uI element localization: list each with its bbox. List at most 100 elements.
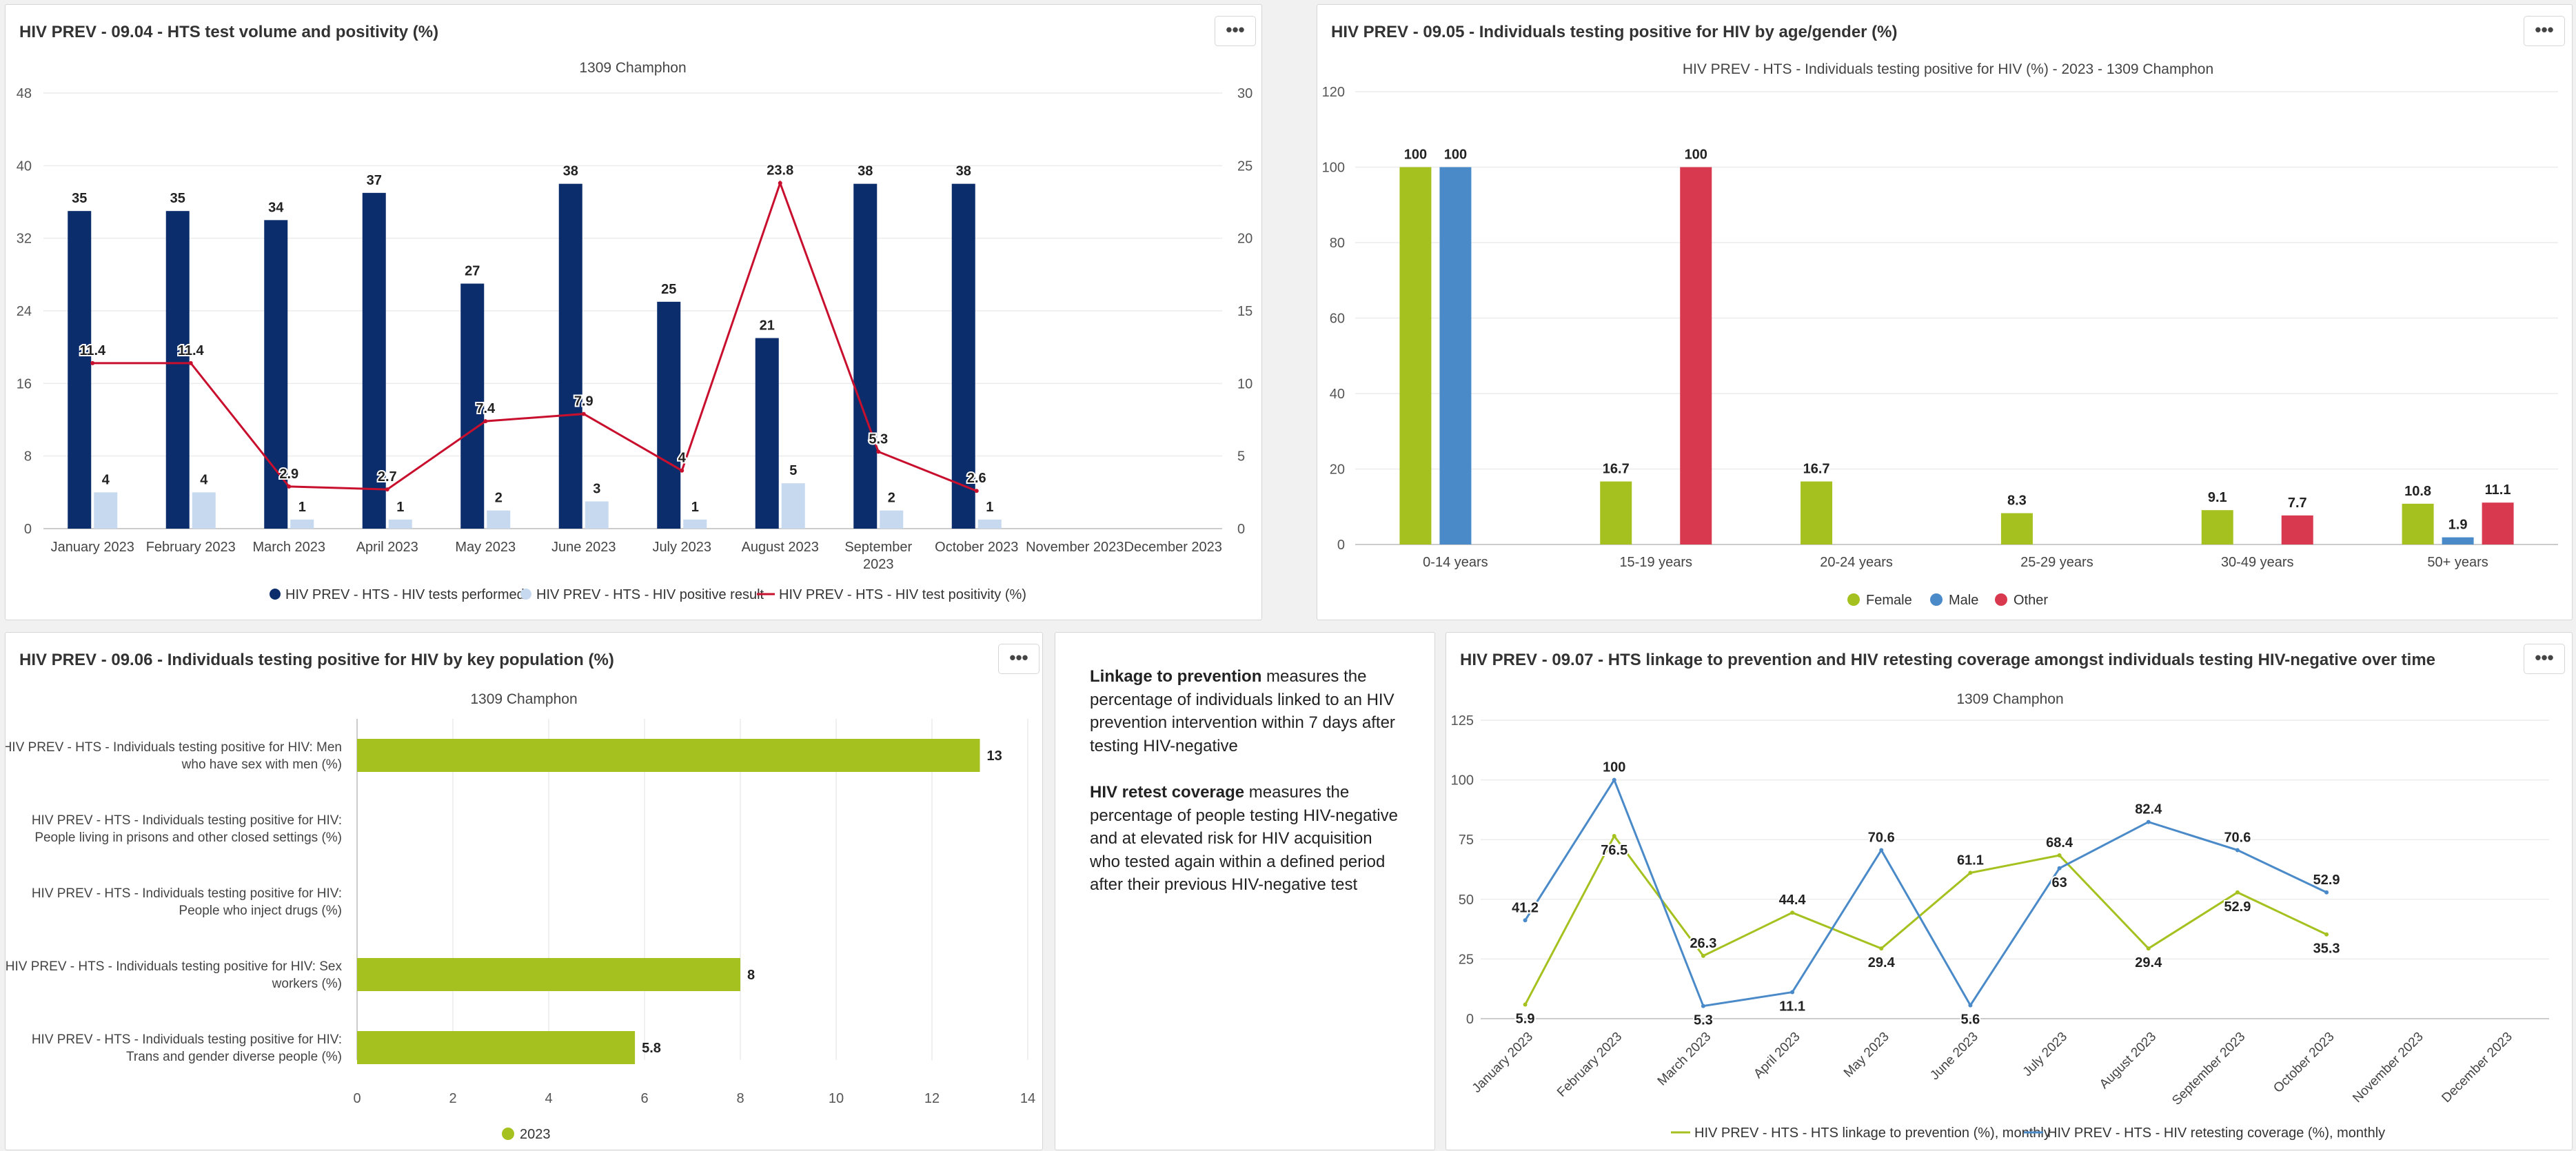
data-label: 11.4 (178, 343, 205, 358)
y-tick-label: 75 (1459, 833, 1474, 848)
x-tick-label: January 2023 (1470, 1030, 1536, 1096)
data-label: 70.6 (1868, 830, 1895, 845)
y-tick-label: HIV PREV - HTS - Individuals testing pos… (6, 740, 342, 755)
legend-label: HIV PREV - HTS - HIV retesting coverage … (2047, 1125, 2385, 1141)
bar-positive-result (781, 483, 805, 529)
y-tick-label: 40 (1330, 387, 1345, 402)
x-tick-label: September (844, 540, 912, 555)
bar-positive-result (977, 519, 1002, 529)
x-tick-label: February 2023 (146, 540, 236, 555)
bar-tests-performed (951, 183, 975, 529)
y-tick-label: 100 (1451, 773, 1474, 788)
data-label: 27 (465, 264, 480, 279)
legend-label: HIV PREV - HTS - HIV test positivity (%) (779, 587, 1026, 602)
y-tick-label: HIV PREV - HTS - Individuals testing pos… (32, 813, 342, 828)
y-tick-label-right: 25 (1237, 159, 1252, 174)
line-point (876, 449, 881, 454)
legend-marker (520, 589, 531, 600)
line-point (1701, 1004, 1705, 1008)
x-tick-label: 30-49 years (2221, 555, 2294, 570)
bar-female (1801, 481, 1833, 544)
data-label: 44.4 (1779, 893, 1807, 908)
data-label: 5.6 (1961, 1012, 1980, 1028)
bar-key-population (357, 958, 740, 991)
y-tick-label-right: 15 (1237, 304, 1252, 319)
x-tick-label: June 2023 (1927, 1030, 1981, 1083)
panel-title: HIV PREV - 09.06 - Individuals testing p… (19, 651, 614, 669)
y-tick-label: 80 (1330, 236, 1345, 251)
data-label: 76.5 (1601, 843, 1627, 858)
line-point (1612, 777, 1616, 782)
legend-marker (502, 1128, 514, 1140)
data-label: 2 (495, 491, 503, 506)
panel-title: HIV PREV - 09.04 - HTS test volume and p… (19, 23, 439, 41)
x-tick-label: 20-24 years (1820, 555, 1893, 570)
chart-subtitle: 1309 Champhon (579, 60, 686, 76)
line-point (188, 360, 193, 365)
data-label: 1 (298, 500, 306, 515)
x-tick-label: April 2023 (356, 540, 418, 555)
y-tick-label-left: 48 (17, 86, 32, 101)
data-label: 35 (170, 191, 185, 206)
y-tick-label-left: 40 (17, 159, 32, 174)
data-label: 10.8 (2404, 484, 2431, 499)
line-point (2235, 890, 2240, 895)
bar-other (1680, 167, 1712, 544)
legend-marker (1847, 593, 1860, 606)
more-menu-button[interactable]: ••• (998, 644, 1039, 674)
line-point (2146, 946, 2151, 951)
definition-text: measures the percentage of people testin… (1090, 783, 1398, 894)
legend-label: 2023 (520, 1127, 551, 1142)
data-label: 38 (563, 164, 578, 179)
legend-label: Female (1866, 593, 1912, 608)
chart-key-population: 1309 Champhon 0 2 4 6 8 10 12 14 HIV PREV - HTS -… (6, 691, 1035, 1142)
y-tick-label: 50 (1459, 893, 1474, 908)
x-tick-label: May 2023 (455, 540, 516, 555)
line-point (2324, 890, 2329, 895)
data-label: 2.7 (378, 469, 397, 485)
data-label: 100 (1444, 147, 1467, 163)
data-label: 13 (987, 748, 1002, 764)
y-tick-label-right: 10 (1237, 376, 1252, 391)
definition-term: HIV retest coverage (1090, 783, 1245, 802)
line-point (1523, 1002, 1528, 1007)
line-point (2235, 848, 2240, 853)
bar-tests-performed (853, 183, 878, 529)
panel-age-gender: HIV PREV - 09.05 - Individuals testing p… (1317, 4, 2573, 620)
bar-female (2000, 513, 2033, 544)
bar-male (2442, 537, 2474, 544)
line-point (2146, 819, 2151, 824)
data-label: 1 (691, 500, 699, 515)
more-horizontal-icon: ••• (2535, 19, 2554, 40)
definition-term: Linkage to prevention (1090, 667, 1262, 686)
more-menu-button[interactable]: ••• (2524, 16, 2565, 46)
x-tick-label: May 2023 (1841, 1030, 1892, 1081)
panel-key-population: HIV PREV - 09.06 - Individuals testing p… (5, 632, 1043, 1150)
bar-tests-performed (755, 338, 779, 529)
line-point (1968, 870, 1973, 875)
x-tick-label: March 2023 (252, 540, 325, 555)
x-tick-label: July 2023 (652, 540, 711, 555)
data-label: 38 (858, 164, 873, 179)
more-menu-button[interactable]: ••• (2524, 644, 2565, 674)
data-label: 82.4 (2135, 802, 2162, 817)
data-label: 16.7 (1603, 462, 1630, 477)
y-tick-label-right: 5 (1237, 449, 1245, 465)
y-tick-label: People living in prisons and other close… (34, 831, 342, 845)
y-tick-label-left: 24 (17, 304, 32, 319)
x-tick-label: August 2023 (742, 540, 819, 555)
line-point (287, 484, 292, 489)
bar-tests-performed (68, 211, 92, 529)
data-label: 70.6 (2224, 830, 2251, 845)
y-tick-label-left: 0 (24, 522, 32, 537)
data-label: 1 (396, 500, 404, 515)
y-tick-label: who have sex with men (%) (181, 757, 342, 772)
data-label: 2 (888, 491, 895, 506)
bar-positive-result (192, 492, 216, 529)
bar-other (2482, 502, 2514, 544)
data-label: 5.8 (642, 1041, 661, 1056)
data-label: 41.2 (1512, 900, 1539, 915)
more-menu-button[interactable]: ••• (1215, 16, 1256, 46)
data-label: 52.9 (2224, 899, 2251, 915)
chart-hts-volume: 1309 Champhon081624324048051015202530Jan… (17, 60, 1253, 602)
